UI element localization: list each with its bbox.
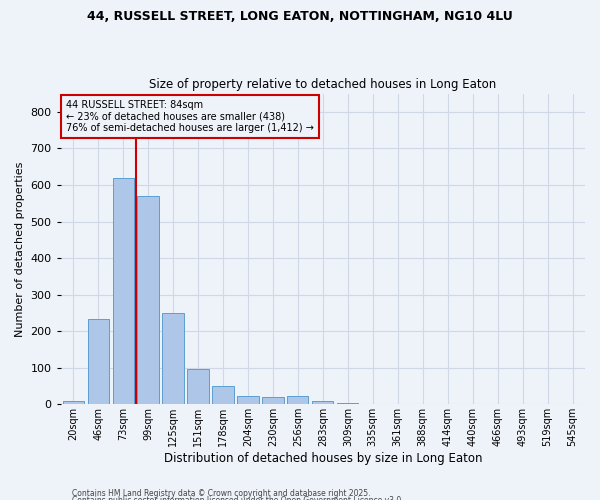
Bar <box>113 178 134 404</box>
Bar <box>187 369 209 404</box>
Bar <box>163 313 184 404</box>
Bar <box>88 320 109 404</box>
Title: Size of property relative to detached houses in Long Eaton: Size of property relative to detached ho… <box>149 78 496 91</box>
Text: Contains public sector information licensed under the Open Government Licence v3: Contains public sector information licen… <box>72 496 404 500</box>
Bar <box>337 403 358 404</box>
Text: 44, RUSSELL STREET, LONG EATON, NOTTINGHAM, NG10 4LU: 44, RUSSELL STREET, LONG EATON, NOTTINGH… <box>87 10 513 23</box>
Bar <box>287 396 308 404</box>
Bar <box>212 386 233 404</box>
X-axis label: Distribution of detached houses by size in Long Eaton: Distribution of detached houses by size … <box>164 452 482 465</box>
Text: 44 RUSSELL STREET: 84sqm
← 23% of detached houses are smaller (438)
76% of semi-: 44 RUSSELL STREET: 84sqm ← 23% of detach… <box>66 100 314 133</box>
Bar <box>62 402 84 404</box>
Bar <box>137 196 159 404</box>
Bar <box>262 396 284 404</box>
Text: Contains HM Land Registry data © Crown copyright and database right 2025.: Contains HM Land Registry data © Crown c… <box>72 488 371 498</box>
Bar <box>312 401 334 404</box>
Y-axis label: Number of detached properties: Number of detached properties <box>15 161 25 336</box>
Bar <box>238 396 259 404</box>
